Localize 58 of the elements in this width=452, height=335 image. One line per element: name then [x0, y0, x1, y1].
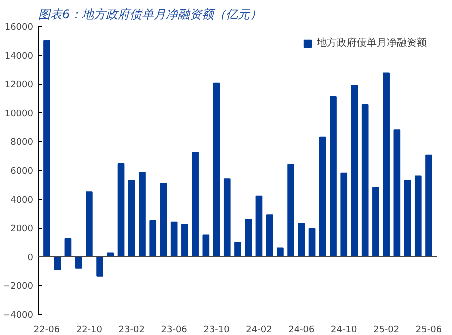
bar — [362, 104, 369, 258]
legend-label: 地方政府债单月净融资额 — [317, 36, 427, 50]
bar — [170, 222, 178, 258]
bar — [383, 72, 390, 258]
bar — [128, 180, 136, 258]
bar — [256, 196, 263, 258]
bar — [308, 228, 316, 258]
y-tick-label: 12000 — [4, 80, 34, 91]
bar — [319, 136, 326, 258]
x-tick-label: 22-06 — [34, 326, 60, 335]
x-tick-label: 24-02 — [246, 326, 272, 335]
bar — [234, 242, 242, 258]
bar — [288, 164, 294, 258]
bar — [192, 152, 199, 258]
bar — [298, 223, 306, 258]
bar — [351, 85, 358, 258]
x-tick-label: 24-10 — [331, 326, 358, 335]
bar — [86, 192, 93, 258]
bar — [426, 154, 432, 258]
bar — [160, 182, 168, 258]
bar — [394, 130, 401, 258]
bar — [245, 218, 252, 258]
y-tick-label: 14000 — [4, 52, 34, 62]
bar — [54, 256, 62, 270]
x-tick-label: 25-02 — [373, 326, 400, 335]
y-tick-label: 10000 — [4, 109, 34, 120]
bar — [96, 256, 104, 277]
bar — [118, 164, 125, 258]
y-tick-label: −4000 — [3, 311, 34, 321]
x-tick-label: 22-10 — [76, 326, 103, 335]
bar — [64, 238, 72, 258]
bar — [150, 220, 157, 258]
y-tick-label: −2000 — [3, 282, 34, 292]
bar — [372, 187, 380, 258]
x-tick-label: 23-06 — [161, 326, 188, 335]
bar — [44, 40, 50, 258]
bar — [224, 178, 231, 258]
y-tick-label: 16000 — [4, 23, 34, 33]
bar — [202, 234, 210, 258]
bar — [277, 248, 284, 258]
x-tick-label: 23-10 — [204, 326, 230, 335]
y-tick-label: 4000 — [10, 196, 34, 206]
y-tick-label: 8000 — [10, 138, 34, 148]
bar — [139, 172, 146, 258]
bar — [266, 214, 274, 258]
x-tick-label: 23-02 — [118, 326, 145, 335]
bar — [414, 176, 422, 258]
bar — [213, 82, 220, 258]
bar — [330, 96, 337, 258]
y-tick-label: 0 — [28, 253, 34, 264]
y-tick-label: 6000 — [10, 167, 34, 177]
bar — [404, 180, 412, 258]
chart-title: 图表6：地方政府债单月净融资额（亿元） — [38, 8, 262, 22]
bar — [182, 224, 188, 258]
x-tick-label: 24-06 — [288, 326, 316, 335]
bar — [340, 172, 348, 258]
y-tick-label: 2000 — [10, 224, 34, 235]
x-tick-label: 25-06 — [416, 326, 442, 335]
